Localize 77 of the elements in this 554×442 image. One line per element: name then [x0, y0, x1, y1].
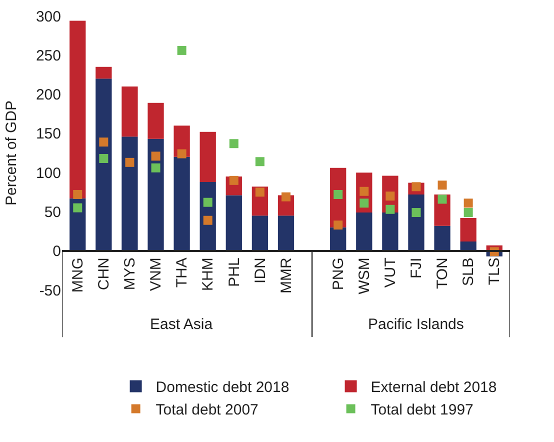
bar: [200, 132, 216, 182]
bar: [460, 218, 476, 242]
bar: [330, 227, 346, 251]
x-tick-label: CHN: [96, 258, 113, 290]
bar: [356, 212, 372, 251]
point: [203, 198, 212, 207]
point: [73, 203, 82, 212]
bar: [122, 136, 138, 251]
y-tick-label: 100: [36, 164, 61, 182]
bar: [70, 198, 86, 251]
point: [282, 192, 290, 202]
text: Pacific Islands: [368, 316, 464, 333]
y-tick-label: 0: [52, 243, 61, 260]
legend-label: Total debt 1997: [370, 402, 474, 419]
point: [177, 46, 186, 55]
bar: [122, 86, 138, 137]
x-tick-label: MYS: [122, 258, 139, 290]
bar: [226, 195, 242, 251]
text: East Asia: [150, 316, 214, 333]
bar: [460, 241, 476, 251]
y-tick-label: 200: [36, 86, 61, 104]
point: [360, 198, 369, 208]
x-tick-label: TLS: [486, 258, 504, 286]
y-tick-label: 300: [36, 8, 61, 26]
x-tick-label: MMR: [278, 257, 295, 294]
x-tick-label: VNM: [148, 258, 165, 291]
y-tick-label: 150: [36, 126, 61, 143]
point: [334, 190, 343, 200]
bar: [382, 212, 398, 251]
bar: [252, 216, 268, 251]
point: [360, 186, 369, 196]
bar: [96, 66, 112, 79]
bar: [434, 226, 450, 251]
x-tick-label: IDN: [252, 258, 269, 284]
point: [464, 208, 473, 218]
x-tick-label: PHL: [226, 258, 243, 287]
point: [334, 220, 343, 230]
legend-label: Total debt 2007: [156, 402, 258, 419]
point: [125, 158, 134, 167]
point: [438, 194, 447, 204]
point: [151, 152, 160, 161]
x-tick-label: FJI: [408, 258, 426, 278]
point: [412, 208, 421, 218]
x-tick-label: SLB: [460, 258, 478, 286]
point: [438, 180, 447, 190]
y-tick-label: -50: [39, 282, 61, 300]
point: [229, 176, 238, 185]
point: [73, 190, 82, 200]
legend-label: External debt 2018: [370, 379, 497, 396]
bar: [96, 78, 112, 251]
point: [386, 204, 395, 214]
x-tick-label: THA: [174, 258, 191, 288]
bar: [148, 138, 164, 251]
x-tick-label: WSM: [356, 258, 374, 294]
y-tick-label: 250: [36, 47, 61, 64]
x-tick-label: KHM: [200, 258, 217, 291]
x-tick-label: PNG: [330, 258, 347, 290]
bar: [148, 102, 164, 139]
x-tick-label: TON: [434, 258, 452, 290]
point: [177, 149, 186, 158]
x-tick-label: MNG: [70, 258, 87, 293]
point: [151, 163, 160, 172]
point: [255, 188, 264, 197]
point: [229, 139, 238, 148]
y-axis-title: Percent of GDP: [3, 100, 20, 206]
x-tick-label: VUT: [382, 258, 400, 288]
point: [203, 216, 212, 225]
bar: [408, 194, 424, 251]
bar: [278, 216, 294, 251]
point: [99, 154, 108, 163]
legend-label: Domestic debt 2018: [156, 379, 290, 396]
point: [464, 198, 473, 208]
bar: [70, 20, 86, 198]
bar: [174, 156, 190, 251]
point: [255, 157, 264, 166]
point: [99, 138, 108, 147]
y-tick-label: 50: [44, 204, 61, 221]
